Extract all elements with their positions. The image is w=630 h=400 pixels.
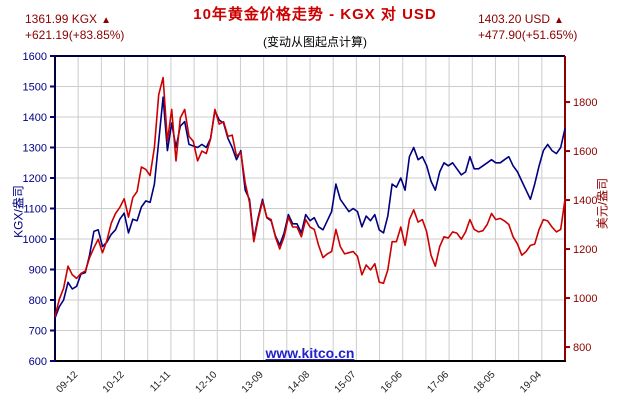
left-axis-tick-label: 600 [29,356,47,368]
right-axis-tick-label: 1000 [573,293,597,305]
usd-quote-price: 1403.20 USD [478,12,551,26]
left-axis-tick-label: 1400 [23,112,47,124]
chart-subtitle: (变动从图起点计算) [263,35,367,49]
watermark-link[interactable]: www.kitco.cn [265,345,355,361]
right-axis-tick-label: 1400 [573,195,597,207]
grid-lines [55,56,565,361]
kgx-up-arrow-icon: ▲ [101,15,111,26]
x-axis-labels: 09-12 10-12 11-11 12-10 13-09 14-08 15-07 16-06… [54,369,544,395]
x-axis-tick-label: 09-12 [54,369,80,395]
right-axis-tick-label: 1600 [573,146,597,158]
left-axis-tick-label: 800 [29,295,47,307]
x-axis-tick-label: 10-12 [101,369,127,395]
left-axis-ticks: 600 700 800 900 1000 1100 1200 1300 1400 1500 1600 [23,51,55,368]
x-axis-tick-label: 19-04 [518,369,544,395]
x-axis-tick-label: 14-08 [286,369,312,395]
series-line-usd [54,76,566,318]
series-line-kgx [54,96,566,319]
left-axis-tick-label: 1100 [23,204,47,216]
left-axis-tick-label: 1000 [23,234,47,246]
kgx-quote-price: 1361.99 KGX [25,12,98,26]
usd-quote-change: +477.90(+51.65%) [478,28,578,42]
left-axis-tick-label: 1500 [23,82,47,94]
kgx-quote-change: +621.19(+83.85%) [25,28,125,42]
right-axis-tick-label: 800 [573,342,591,354]
left-axis-tick-label: 1300 [23,143,47,155]
left-axis-tick-label: 900 [29,265,47,277]
x-axis-tick-label: 15-07 [333,369,359,395]
left-axis-tick-label: 1600 [23,51,47,63]
x-axis-tick-label: 12-10 [194,369,220,395]
usd-quote: 1403.20 USD ▲ +477.90(+51.65%) [478,12,577,43]
kgx-quote: 1361.99 KGX ▲ +621.19(+83.85%) [25,12,124,43]
right-axis-tick-label: 1800 [573,97,597,109]
right-axis-ticks: 800 1000 1200 1400 1600 1800 [565,97,597,354]
x-axis-tick-label: 17-06 [425,369,451,395]
left-axis-tick-label: 700 [29,326,47,338]
x-axis-tick-label: 13-09 [240,369,266,395]
chart-title: 10年黄金价格走势 - KGX 对 USD [193,6,437,23]
x-axis-tick-label: 18-05 [472,369,498,395]
usd-up-arrow-icon: ▲ [554,15,564,26]
right-axis-tick-label: 1200 [573,244,597,256]
x-axis-tick-label: 11-11 [148,369,173,394]
left-axis-tick-label: 1200 [23,173,47,185]
x-axis-tick-label: 16-06 [379,369,405,395]
